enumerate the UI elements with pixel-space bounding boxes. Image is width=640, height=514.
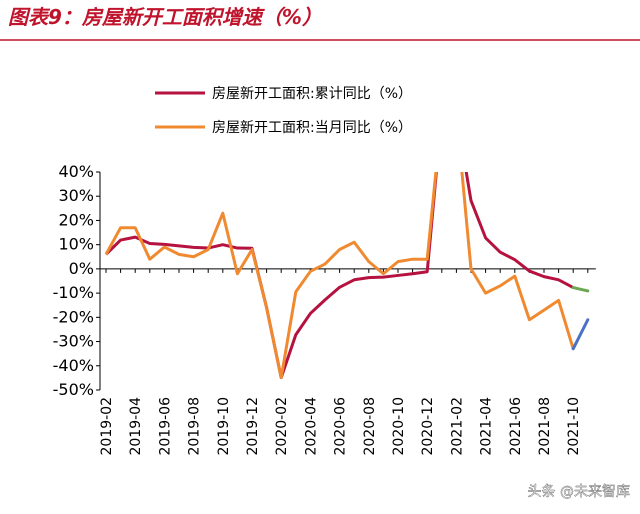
x-tick-label: 2019-12: [245, 397, 261, 456]
x-tick-label: 2020-02: [274, 397, 290, 456]
x-tick-label: 2019-06: [157, 397, 173, 456]
x-tick-label: 2020-08: [362, 397, 378, 456]
y-tick-label: -10%: [53, 283, 94, 302]
x-tick-label: 2021-10: [566, 397, 582, 456]
x-tick-label: 2021-02: [449, 397, 465, 456]
x-tick-label: 2019-08: [187, 397, 203, 456]
y-tick-label: -20%: [53, 307, 94, 326]
x-tick-label: 2021-04: [479, 397, 495, 456]
x-tick-label: 2020-10: [391, 397, 407, 456]
legend-label: 房屋新开工面积:当月同比（%）: [212, 120, 412, 136]
chart-title: 图表9：房屋新开工面积增速（%）: [8, 5, 322, 29]
y-tick-label: 40%: [58, 162, 94, 181]
y-tick-label: 20%: [58, 210, 94, 229]
x-tick-label: 2019-04: [128, 397, 144, 456]
y-tick-label: -30%: [53, 332, 94, 351]
x-tick-label: 2019-10: [216, 397, 232, 456]
y-tick-label: 10%: [58, 235, 94, 254]
legend-label: 房屋新开工面积:累计同比（%）: [212, 86, 412, 102]
y-tick-label: -40%: [53, 356, 94, 375]
y-tick-label: 30%: [58, 186, 94, 205]
x-tick-label: 2020-12: [420, 397, 436, 456]
plot-area: [104, 172, 590, 380]
series-end-segment: [571, 286, 590, 293]
series-line: [104, 172, 574, 380]
x-tick-label: 2021-08: [537, 397, 553, 456]
x-tick-label: 2020-04: [303, 397, 319, 456]
y-tick-label: 0%: [69, 259, 94, 278]
x-tick-label: 2019-02: [99, 397, 115, 456]
x-tick-label: 2020-06: [333, 397, 349, 456]
series-end-segment: [571, 318, 590, 351]
x-tick-label: 2021-06: [508, 397, 524, 456]
watermark: 头条 @未来智库: [528, 483, 630, 500]
y-tick-label: -50%: [53, 380, 94, 399]
series-line: [104, 172, 575, 380]
